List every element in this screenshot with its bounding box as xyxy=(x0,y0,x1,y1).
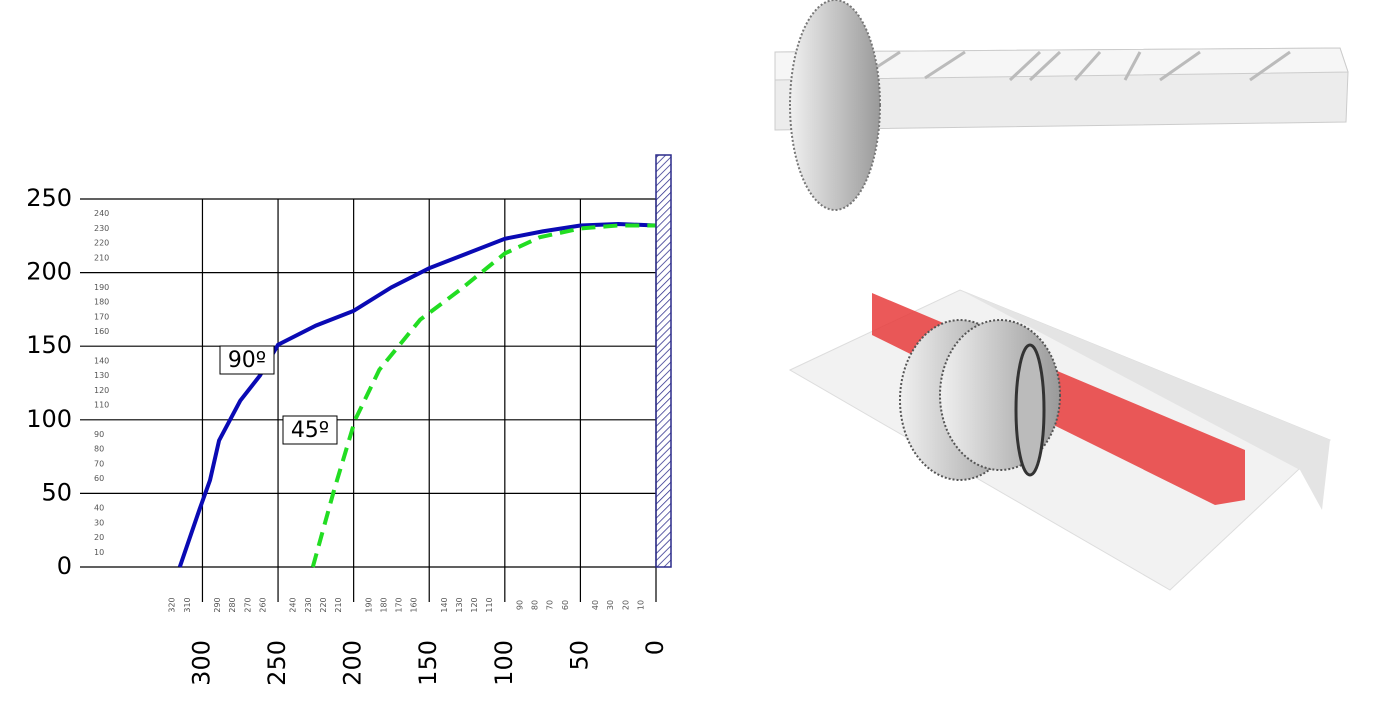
y-minor-label: 240 xyxy=(94,209,109,218)
x-minor-label: 70 xyxy=(546,600,555,610)
x-minor-label: 230 xyxy=(304,597,313,612)
y-minor-label: 70 xyxy=(94,459,104,468)
y-minor-label: 40 xyxy=(94,504,104,513)
y-minor-label: 140 xyxy=(94,356,109,365)
y-minor-label: 170 xyxy=(94,312,109,321)
series-annotation: 45º xyxy=(291,418,329,443)
y-minor-label: 60 xyxy=(94,474,104,483)
chart: 0 50 100 150 200 250 300 250 200 150 100 50 0 10 20 30 4… xyxy=(26,184,669,686)
y-minor-label: 20 xyxy=(94,533,104,542)
x-minor-label: 270 xyxy=(243,597,252,612)
x-minor-label: 90 xyxy=(515,600,524,610)
y-minor-label: 160 xyxy=(94,327,109,336)
y-minor-label: 130 xyxy=(94,371,109,380)
x-minor-label: 260 xyxy=(258,597,267,612)
x-tick-label: 300 xyxy=(187,640,215,686)
y-minor-label: 190 xyxy=(94,283,109,292)
x-minor-label: 210 xyxy=(334,597,343,612)
annotation-box xyxy=(219,345,275,375)
y-tick-label: 100 xyxy=(26,405,72,433)
fence-hatch xyxy=(655,154,672,568)
x-minor-label: 170 xyxy=(394,597,403,612)
x-minor-label: 120 xyxy=(470,597,479,612)
y-minor-label: 110 xyxy=(94,401,109,410)
saw-render-bottom xyxy=(788,289,1331,591)
y-tick-label: 0 xyxy=(57,552,72,580)
series-line xyxy=(310,223,656,568)
x-tick-label: 200 xyxy=(339,640,367,686)
y-minor-label: 180 xyxy=(94,298,109,307)
x-minor-label: 110 xyxy=(485,597,494,612)
x-tick-label: 50 xyxy=(565,640,593,671)
x-minor-label: 190 xyxy=(364,597,373,612)
x-minor-label: 20 xyxy=(621,600,630,610)
x-tick-label: 250 xyxy=(263,640,291,686)
x-tick-label: 100 xyxy=(490,640,518,686)
x-minor-label: 320 xyxy=(168,597,177,612)
y-minor-label: 10 xyxy=(94,548,104,557)
series-annotation: 90º xyxy=(228,348,266,373)
x-minor-label: 30 xyxy=(606,600,615,610)
y-minor-label: 220 xyxy=(94,239,109,248)
x-minor-label: 160 xyxy=(410,597,419,612)
x-tick-label: 0 xyxy=(641,640,669,655)
annotation-box xyxy=(282,415,338,445)
x-minor-label: 140 xyxy=(440,597,449,612)
x-minor-label: 310 xyxy=(183,597,192,612)
y-tick-label: 150 xyxy=(26,331,72,359)
y-minor-label: 120 xyxy=(94,386,109,395)
x-minor-label: 130 xyxy=(455,597,464,612)
x-minor-label: 60 xyxy=(561,600,570,610)
y-minor-label: 80 xyxy=(94,445,104,454)
saw-render-top xyxy=(774,0,1349,211)
y-tick-label: 50 xyxy=(41,478,72,506)
y-minor-label: 90 xyxy=(94,430,104,439)
x-minor-label: 180 xyxy=(379,597,388,612)
x-minor-label: 280 xyxy=(228,597,237,612)
y-tick-label: 200 xyxy=(26,258,72,286)
y-minor-label: 230 xyxy=(94,224,109,233)
y-tick-label: 250 xyxy=(26,184,72,212)
x-minor-label: 10 xyxy=(636,600,645,610)
x-minor-label: 240 xyxy=(289,597,298,612)
y-minor-label: 30 xyxy=(94,518,104,527)
x-minor-label: 290 xyxy=(213,597,222,612)
x-tick-label: 150 xyxy=(414,640,442,686)
series-line xyxy=(177,222,657,568)
y-minor-label: 210 xyxy=(94,253,109,262)
x-minor-label: 40 xyxy=(591,600,600,610)
x-minor-label: 80 xyxy=(531,600,540,610)
x-minor-label: 220 xyxy=(319,597,328,612)
